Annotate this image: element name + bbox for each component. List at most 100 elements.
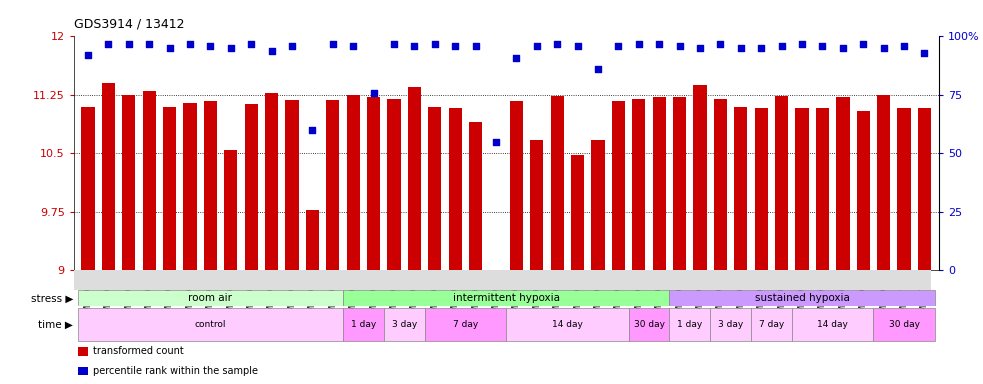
Bar (837, 96, 849, 270)
Bar (571, 155, 584, 270)
Text: 1 day: 1 day (677, 320, 703, 329)
Point (794, 40, 810, 46)
Text: 14 day: 14 day (552, 320, 583, 329)
Point (427, 40, 442, 46)
Text: 3 day: 3 day (391, 320, 417, 329)
Bar (224, 150, 238, 270)
Point (182, 40, 198, 46)
Point (652, 40, 667, 46)
Point (263, 48, 279, 54)
Bar (82, 107, 94, 270)
Text: stress ▶: stress ▶ (30, 293, 74, 303)
Bar (347, 95, 360, 270)
Bar (78, 367, 88, 375)
Bar (265, 93, 278, 270)
Text: 30 day: 30 day (634, 320, 665, 329)
Bar (326, 101, 339, 270)
Point (692, 45, 708, 51)
Bar (734, 107, 747, 270)
Bar (490, 270, 502, 275)
Bar (714, 99, 727, 270)
Point (100, 40, 116, 46)
Point (284, 43, 300, 49)
Bar (693, 85, 707, 270)
Point (81, 52, 96, 58)
Bar (611, 101, 625, 270)
Bar (343, 308, 383, 341)
Point (386, 40, 402, 46)
Bar (897, 108, 910, 270)
Text: percentile rank within the sample: percentile rank within the sample (92, 366, 258, 376)
Bar (122, 95, 136, 270)
Bar (918, 108, 931, 270)
Point (631, 40, 647, 46)
Point (202, 43, 218, 49)
Bar (711, 308, 751, 341)
Point (305, 127, 320, 133)
Point (855, 40, 871, 46)
Bar (755, 108, 768, 270)
Bar (78, 308, 343, 341)
Point (896, 43, 912, 49)
Text: control: control (195, 320, 226, 329)
Bar (408, 87, 421, 270)
Point (366, 89, 381, 96)
Point (244, 40, 260, 46)
Text: 7 day: 7 day (759, 320, 784, 329)
Point (447, 43, 463, 49)
Bar (530, 140, 544, 270)
Bar (877, 95, 891, 270)
Bar (592, 140, 605, 270)
Text: room air: room air (189, 293, 232, 303)
Point (508, 55, 524, 61)
Point (162, 45, 178, 51)
Point (733, 45, 749, 51)
Point (753, 45, 769, 51)
Text: GDS3914 / 13412: GDS3914 / 13412 (74, 18, 184, 31)
Bar (387, 99, 401, 270)
Text: 1 day: 1 day (351, 320, 376, 329)
Text: transformed count: transformed count (92, 346, 184, 356)
Bar (306, 210, 319, 270)
Bar (775, 96, 788, 270)
Text: 14 day: 14 day (817, 320, 848, 329)
Bar (184, 103, 197, 270)
Bar (629, 308, 669, 341)
Bar (74, 270, 931, 290)
Bar (203, 101, 217, 270)
Point (916, 50, 932, 56)
Bar (143, 91, 156, 270)
Point (570, 43, 586, 49)
Point (835, 45, 850, 51)
Bar (506, 308, 629, 341)
Bar (343, 290, 669, 306)
Bar (632, 99, 646, 270)
Point (121, 40, 137, 46)
Bar (367, 96, 380, 270)
Bar (469, 122, 483, 270)
Bar (874, 308, 935, 341)
Point (713, 40, 728, 46)
Point (325, 40, 341, 46)
Point (468, 43, 484, 49)
Bar (673, 97, 686, 270)
Bar (163, 107, 176, 270)
Bar (669, 290, 935, 306)
Bar (795, 108, 809, 270)
Point (529, 43, 545, 49)
Text: sustained hypoxia: sustained hypoxia (755, 293, 849, 303)
Text: 30 day: 30 day (889, 320, 919, 329)
Point (223, 45, 239, 51)
Bar (510, 101, 523, 270)
Bar (669, 308, 711, 341)
Text: intermittent hypoxia: intermittent hypoxia (453, 293, 559, 303)
Bar (78, 347, 88, 356)
Bar (751, 308, 792, 341)
Point (345, 43, 361, 49)
Point (489, 139, 504, 145)
Point (407, 43, 423, 49)
Bar (448, 108, 462, 270)
Point (590, 66, 606, 72)
Text: 7 day: 7 day (453, 320, 478, 329)
Bar (383, 308, 425, 341)
